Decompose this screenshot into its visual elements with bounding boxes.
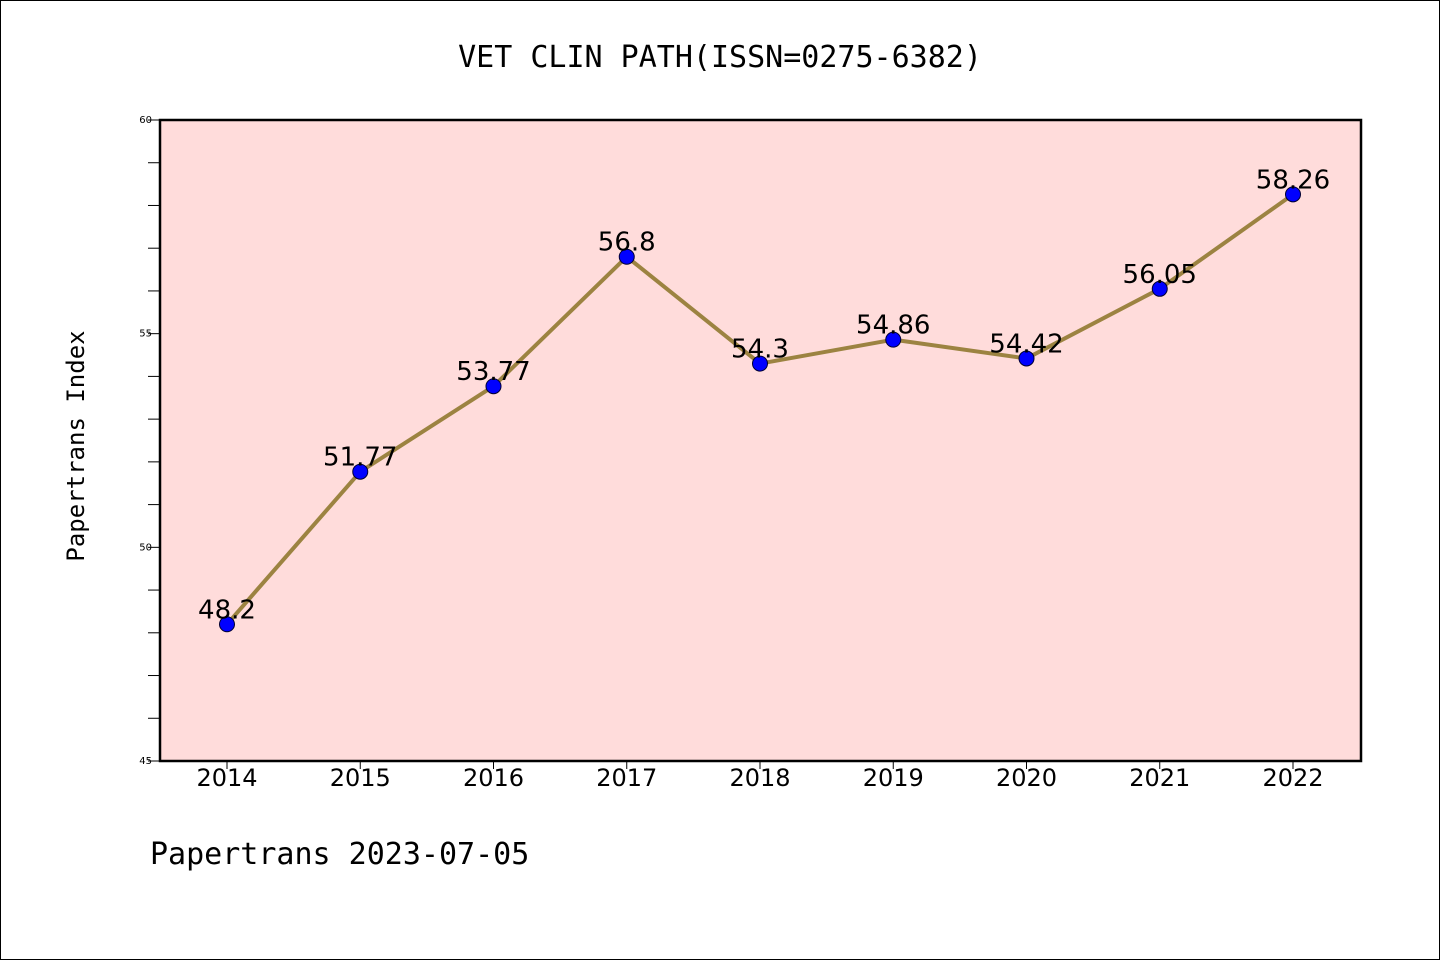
data-label: 54.86 xyxy=(856,311,930,341)
data-point xyxy=(752,355,768,372)
data-point xyxy=(618,248,635,265)
x-tick-label: 2019 xyxy=(863,764,924,792)
x-tick-label: 2020 xyxy=(996,764,1057,792)
data-label: 48.2 xyxy=(198,595,256,625)
data-point xyxy=(885,331,902,348)
data-label: 53.77 xyxy=(456,357,530,387)
data-point xyxy=(1285,186,1301,203)
data-labels-group: 48.2 51.77 53.77 56.8 54.3 54.86 54.42 56.05 58.… xyxy=(198,165,1330,625)
y-tick-label: 45 xyxy=(139,756,152,767)
x-tick-label: 2014 xyxy=(196,764,257,792)
data-label: 51.77 xyxy=(323,443,397,473)
plot-border xyxy=(158,118,1363,763)
data-label: 56.05 xyxy=(1123,260,1197,290)
x-axis: 2014 2015 2016 2017 2018 2019 2020 2021 2022 xyxy=(196,761,1324,792)
y-axis-label: Papertrans Index xyxy=(62,330,90,561)
x-tick-label: 2022 xyxy=(1262,764,1323,792)
x-tick-label: 2017 xyxy=(596,764,657,792)
data-point xyxy=(1018,350,1035,367)
data-label: 54.3 xyxy=(731,335,789,365)
data-point xyxy=(485,378,502,395)
data-point xyxy=(219,616,235,633)
data-label: 56.8 xyxy=(598,228,656,258)
markers-group xyxy=(219,186,1301,633)
y-tick-label: 50 xyxy=(139,542,152,553)
y-axis: 45 50 55 60 xyxy=(139,115,160,767)
y-tick-label: 60 xyxy=(139,115,152,126)
x-tick-label: 2015 xyxy=(330,764,391,792)
x-tick-label: 2016 xyxy=(463,764,524,792)
data-point xyxy=(1151,280,1168,297)
x-tick-label: 2018 xyxy=(729,764,790,792)
x-tick-label: 2021 xyxy=(1129,764,1190,792)
chart-title: VET CLIN PATH(ISSN=0275-6382) xyxy=(458,40,982,75)
plot-area xyxy=(160,120,1361,761)
data-label: 58.26 xyxy=(1256,165,1330,195)
footer-text: Papertrans 2023-07-05 xyxy=(150,837,529,872)
data-point xyxy=(352,463,369,480)
data-label: 54.42 xyxy=(989,329,1063,359)
y-tick-label: 55 xyxy=(139,329,152,340)
